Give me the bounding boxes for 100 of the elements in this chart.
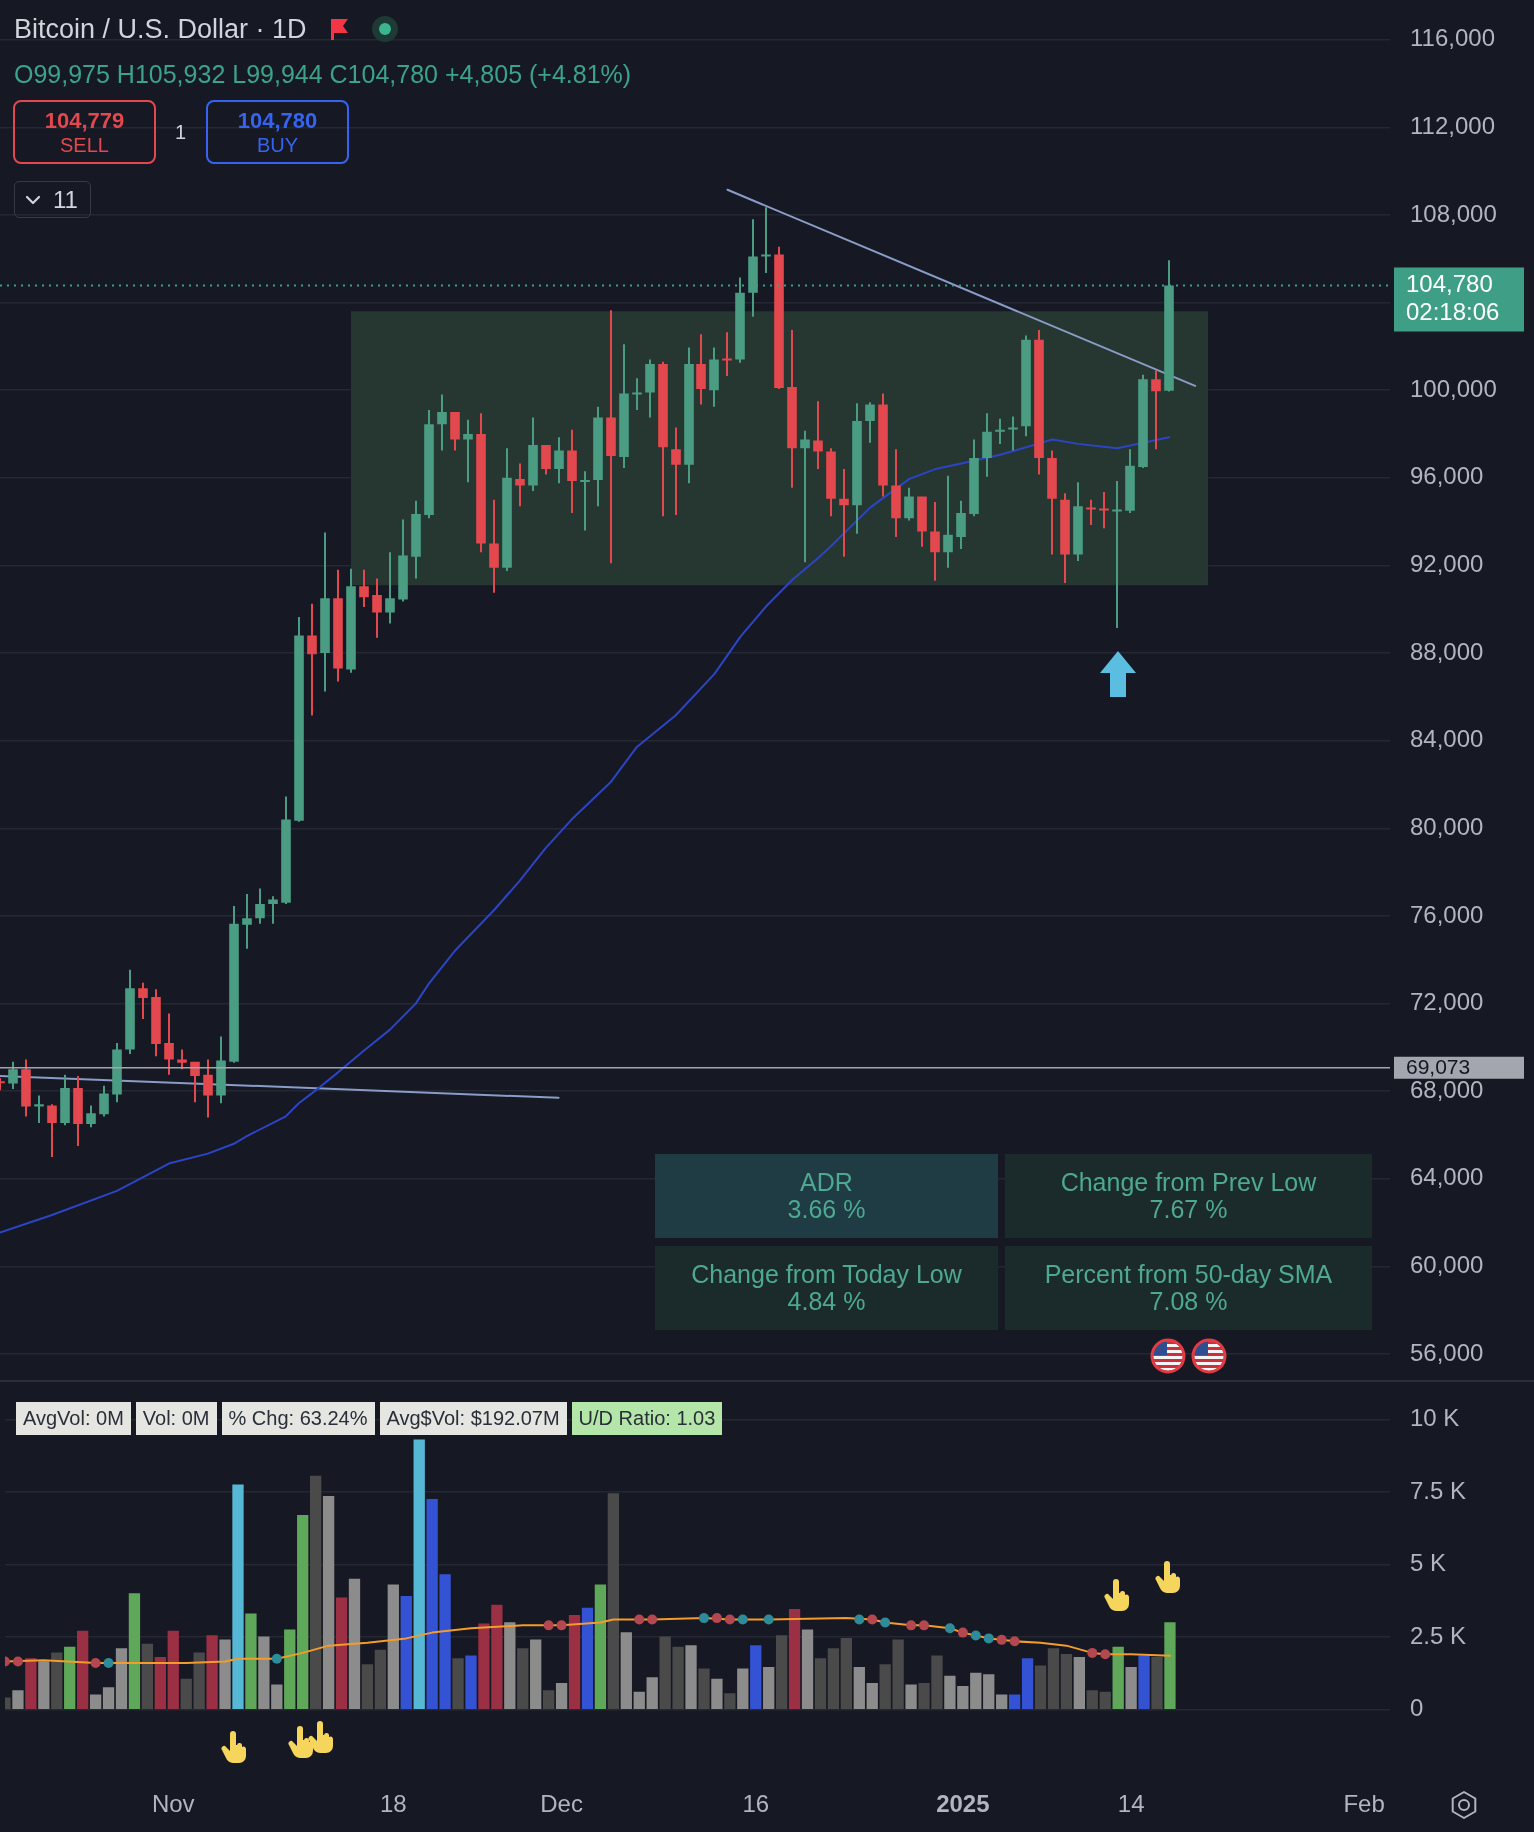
bar [322,1496,335,1709]
candlestick [8,1061,18,1090]
bar [724,1693,736,1709]
bar [801,1629,814,1709]
bar [374,1649,387,1709]
chart-title: Bitcoin / U.S. Dollar · 1D [14,13,307,46]
bar [387,1584,399,1709]
bar [568,1614,581,1709]
candlestick [242,894,252,949]
point [634,1614,645,1625]
y-tick-label: 96,000 [1410,462,1484,490]
candlestick [138,982,148,1019]
point [724,1614,735,1625]
candlestick [320,532,330,692]
y-tick-label: 5 K [1410,1549,1447,1577]
annotation: Percent from 50-day SMA 7.08 % [1044,1260,1333,1315]
y-tick-label: 68,000 [1410,1075,1484,1103]
candlestick [437,394,447,451]
x-tick-label: 16 [742,1790,770,1818]
bar [517,1648,529,1709]
bar [620,1632,632,1709]
y-tick-label: 112,000 [1410,111,1495,139]
point [12,1656,23,1667]
bar [1034,1665,1047,1709]
bar [115,1648,128,1709]
y-tick-label: 2.5 K [1410,1621,1467,1649]
y-tick-label: 56,000 [1410,1338,1484,1366]
bar [581,1607,594,1709]
y-tick-label: 116,000 [1410,24,1495,52]
bar [530,1639,542,1709]
bar [633,1691,645,1709]
bar [542,1690,555,1709]
annotation: ADR 3.66 % [787,1168,866,1223]
candlestick [995,418,1005,444]
bar [64,1646,76,1709]
x-tick-label: Feb [1343,1790,1385,1818]
bar [853,1667,865,1709]
bar [1047,1648,1060,1709]
bar [245,1613,257,1709]
point [556,1620,567,1631]
bar [180,1678,192,1709]
y-tick-label: 84,000 [1410,725,1484,753]
x-tick-label: 2025 [936,1790,990,1818]
bar [206,1635,218,1709]
point [90,1658,101,1669]
annotation: Avg$Vol: $192.07M [379,1402,567,1435]
point [1087,1647,1098,1658]
candlestick [813,401,823,470]
candlestick [567,429,577,513]
bar [77,1630,89,1709]
bar [102,1687,115,1709]
bar [698,1668,710,1709]
bar [1099,1691,1111,1709]
text: O99,975 H105,932 L99,944 C104,780 +4,805 (+4.81%) [14,59,632,89]
y-tick-label: 64,000 [1410,1163,1484,1191]
candlestick [580,471,590,531]
candlestick [463,419,473,483]
bar [711,1678,723,1709]
annotation: 1 [175,120,187,144]
bar [1060,1654,1073,1709]
annotation: U/D Ratio: 1.03 [571,1402,723,1435]
bar [750,1645,762,1709]
ref-line-label: 104,780 02:18:06 [1406,270,1500,326]
point [944,1623,955,1634]
buy-button: 104,780 BUY [206,100,349,164]
y-tick-label: 60,000 [1410,1251,1484,1279]
x-tick-label: 14 [1117,1790,1145,1818]
bar [348,1578,361,1709]
point [103,1658,114,1669]
bar [310,1475,322,1709]
bar [1164,1622,1176,1709]
bar [555,1682,568,1709]
candlestick [554,437,564,484]
candlestick [722,332,732,376]
candlestick [1151,370,1161,450]
x-tick-label: 18 [379,1790,407,1818]
bar [594,1584,607,1709]
point [1100,1649,1111,1660]
point [271,1653,282,1664]
candlestick [1047,450,1057,555]
candlestick [359,569,369,608]
bar [685,1645,697,1709]
bar [465,1655,477,1709]
point [983,1633,994,1644]
point [970,1630,981,1641]
bar [1112,1646,1124,1709]
point [711,1613,722,1624]
bar [1008,1694,1021,1709]
bar [763,1667,775,1709]
candlestick [943,475,953,568]
candlestick [489,499,499,593]
bar [1086,1690,1098,1709]
point [867,1614,878,1625]
bar [452,1658,464,1709]
point [698,1613,709,1624]
candlestick [839,469,849,557]
y-tick-label: 72,000 [1410,988,1484,1016]
bar [400,1596,412,1709]
bar [154,1656,166,1709]
candlestick [203,1059,213,1118]
